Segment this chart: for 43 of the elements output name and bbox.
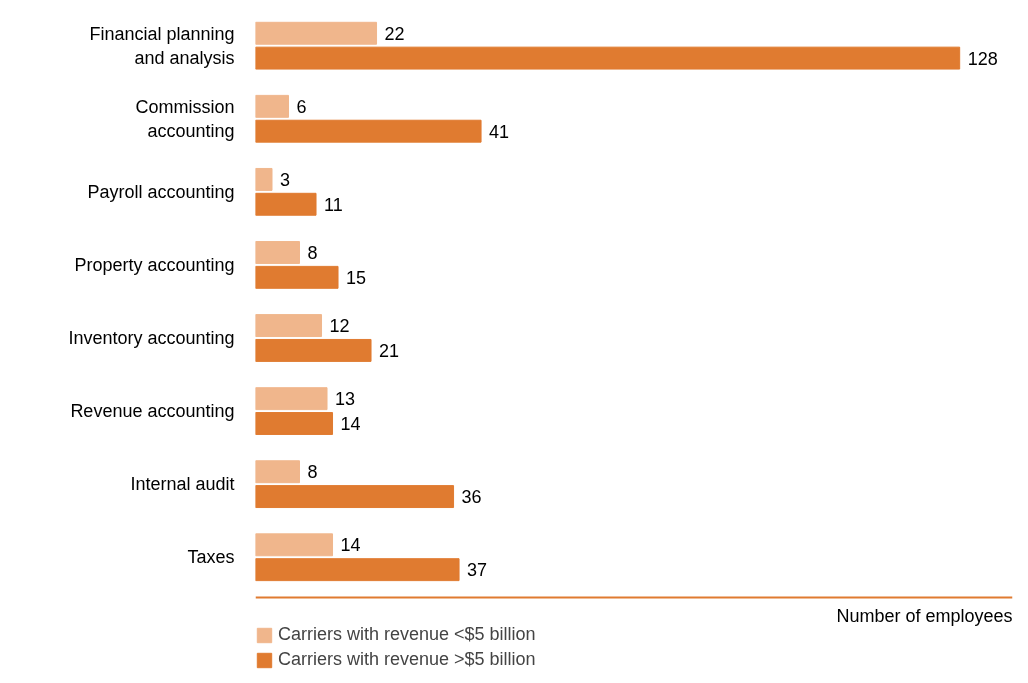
bar — [255, 460, 301, 484]
y-tick-label: Financial planning and analysis — [89, 23, 235, 68]
data-label: 14 — [340, 414, 361, 434]
data-label: 41 — [489, 121, 510, 142]
bar — [255, 533, 334, 557]
bar — [255, 167, 273, 191]
y-tick-label: Inventory accounting — [68, 328, 235, 348]
data-label: 21 — [379, 340, 400, 361]
data-label: 11 — [324, 194, 343, 215]
y-tick-label: Payroll accounting — [87, 181, 235, 202]
bar — [255, 387, 328, 411]
bar — [255, 412, 334, 435]
y-tick-label: Property accounting — [74, 254, 235, 275]
bar — [255, 265, 339, 289]
data-label: 8 — [307, 243, 318, 263]
x-axis-title: Number of employees — [836, 606, 1013, 627]
data-label: 14 — [340, 535, 361, 556]
bar — [255, 314, 323, 338]
legend-label: Carriers with revenue <$5 billion — [278, 624, 536, 645]
data-label: 22 — [384, 23, 405, 44]
data-label: 12 — [329, 316, 350, 337]
y-tick-label: Taxes — [187, 547, 235, 568]
y-tick-label: Internal audit — [130, 474, 235, 495]
bar — [255, 46, 961, 70]
bar — [255, 338, 372, 362]
data-label: 37 — [467, 560, 488, 581]
bar — [255, 21, 378, 45]
data-label: 13 — [335, 389, 356, 410]
data-label: 8 — [307, 462, 318, 483]
y-tick-label: Commission accounting — [135, 96, 235, 141]
bar — [255, 558, 460, 582]
y-tick-label: Revenue accounting — [70, 401, 235, 422]
bar — [255, 192, 317, 216]
bar — [255, 241, 301, 264]
bar — [255, 119, 482, 143]
data-label: 3 — [280, 169, 291, 190]
data-label: 15 — [346, 267, 367, 288]
data-label: 36 — [461, 487, 482, 508]
legend-label: Carriers with revenue >$5 billion — [278, 649, 536, 670]
bar — [255, 94, 290, 118]
data-label: 6 — [296, 96, 307, 117]
bar — [255, 485, 455, 509]
data-label: 128 — [967, 48, 998, 69]
